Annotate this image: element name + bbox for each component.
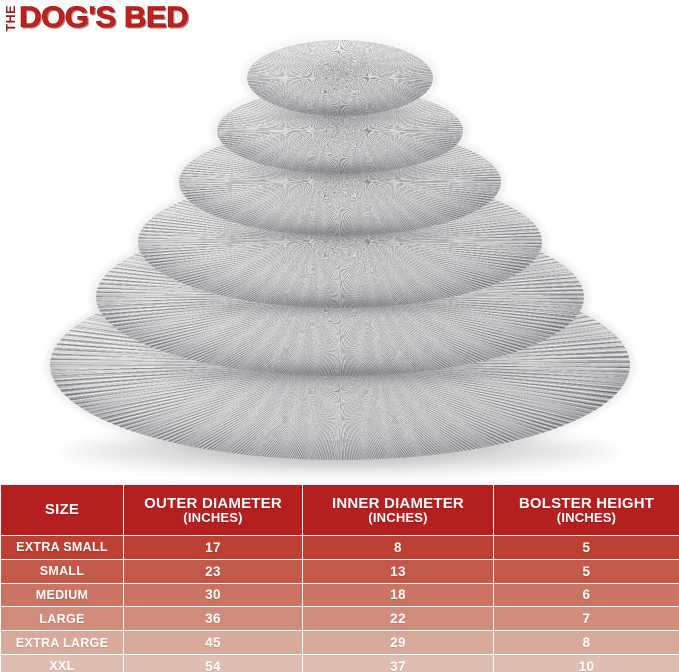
cell-bolster-height: 6 xyxy=(493,582,679,608)
cell-inner-diameter: 37 xyxy=(302,653,494,672)
cell-inner-diameter: 8 xyxy=(302,535,494,560)
cell-bolster-height: 8 xyxy=(493,630,679,655)
table-row: LARGE 36 22 7 xyxy=(0,606,679,632)
cell-bolster-height: 5 xyxy=(493,558,679,584)
tier-contact-shadow xyxy=(257,106,422,122)
table-row: SMALL 23 13 5 xyxy=(0,558,679,584)
table-row: EXTRA LARGE 45 29 8 xyxy=(0,630,679,655)
brand-name: DOG'S BED xyxy=(19,1,189,34)
cell-inner-diameter: 22 xyxy=(302,606,494,632)
header-line1: BOLSTER HEIGHT xyxy=(518,494,655,512)
header-line2: (INCHES) xyxy=(183,510,243,526)
header-line2: (INCHES) xyxy=(368,510,428,526)
cell-size: EXTRA LARGE xyxy=(0,630,124,655)
table-row: XXL 54 37 10 xyxy=(0,653,679,672)
cell-bolster-height: 10 xyxy=(493,653,679,672)
cell-inner-diameter: 29 xyxy=(302,630,494,655)
column-header-inner-diameter: INNER DIAMETER (INCHES) xyxy=(302,484,494,536)
size-chart-header: SIZE OUTER DIAMETER (INCHES) INNER DIAME… xyxy=(0,484,679,536)
brand-logo: THE DOG'S BED xyxy=(3,1,189,35)
tier-contact-shadow xyxy=(197,226,482,242)
bed-tier-extra-small xyxy=(241,35,438,122)
fur-texture xyxy=(246,40,433,116)
brand-prefix: THE xyxy=(3,4,18,32)
table-row: MEDIUM 30 18 6 xyxy=(0,582,679,608)
size-chart-body: EXTRA SMALL 17 8 5 SMALL 23 13 5 MEDIUM … xyxy=(0,535,679,672)
tier-contact-shadow xyxy=(231,164,448,180)
cell-outer-diameter: 36 xyxy=(123,606,303,632)
cell-bolster-height: 7 xyxy=(493,606,679,632)
cell-outer-diameter: 45 xyxy=(123,630,303,655)
column-header-bolster-height: BOLSTER HEIGHT (INCHES) xyxy=(493,484,679,536)
cell-bolster-height: 5 xyxy=(493,535,679,560)
cell-outer-diameter: 30 xyxy=(123,582,303,608)
cell-outer-diameter: 54 xyxy=(123,653,303,672)
bed-body xyxy=(246,40,433,116)
header-line1: OUTER DIAMETER xyxy=(144,494,282,512)
cell-outer-diameter: 17 xyxy=(123,535,303,560)
cell-outer-diameter: 23 xyxy=(123,558,303,584)
header-row: SIZE OUTER DIAMETER (INCHES) INNER DIAME… xyxy=(0,484,679,536)
header-line1: INNER DIAMETER xyxy=(332,494,464,512)
tier-contact-shadow xyxy=(124,366,555,382)
cell-size: EXTRA SMALL xyxy=(0,535,124,560)
cell-size: XXL xyxy=(0,653,124,672)
fur-highlight-texture xyxy=(246,40,433,116)
cell-inner-diameter: 13 xyxy=(302,558,494,584)
column-header-outer-diameter: OUTER DIAMETER (INCHES) xyxy=(123,484,303,536)
header-line1: SIZE xyxy=(44,501,80,519)
column-header-size: SIZE xyxy=(0,484,124,536)
cell-size: MEDIUM xyxy=(0,582,124,608)
product-photo xyxy=(44,35,635,476)
table-row: EXTRA SMALL 17 8 5 xyxy=(0,535,679,560)
cell-inner-diameter: 18 xyxy=(302,582,494,608)
cell-size: SMALL xyxy=(0,558,124,584)
tier-contact-shadow xyxy=(161,298,518,314)
size-chart-table: SIZE OUTER DIAMETER (INCHES) INNER DIAME… xyxy=(0,484,679,672)
cell-size: LARGE xyxy=(0,606,124,632)
header-line2: (INCHES) xyxy=(556,510,617,526)
